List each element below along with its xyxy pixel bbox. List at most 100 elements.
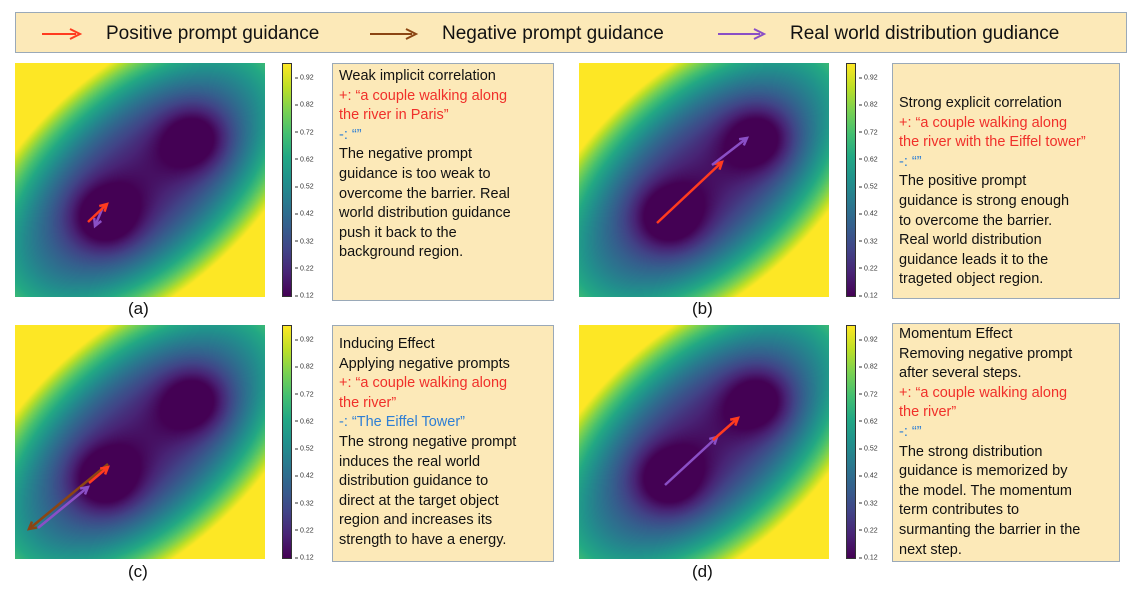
colorbar-tick: 0.22 xyxy=(859,527,878,534)
text-line: the model. The momentum xyxy=(899,482,1073,499)
text-line: guidance leads it to the xyxy=(899,251,1049,268)
text-line: Momentum Effect xyxy=(899,326,1013,342)
guidance-arrow xyxy=(26,463,109,531)
text-line: +: “a couple walking along xyxy=(339,375,508,392)
colorbar-tick: 0.52 xyxy=(859,184,878,191)
text-line: the river with the Eiffel tower” xyxy=(899,134,1086,151)
text-line: -: “” xyxy=(899,153,922,170)
colorbar-tick: 0.62 xyxy=(859,156,878,163)
colorbar-tick: 0.42 xyxy=(295,211,314,218)
colorbar-tick: 0.72 xyxy=(859,391,878,398)
guidance-arrow xyxy=(656,160,724,224)
text-line: region and increases its xyxy=(339,512,493,529)
text-line: Strong explicit correlation xyxy=(899,95,1062,111)
colorbar-tick: 0.52 xyxy=(295,184,314,191)
colorbar-tick: 0.32 xyxy=(295,238,314,245)
guidance-arrow xyxy=(88,465,110,484)
colorbar-tick: 0.32 xyxy=(859,500,878,507)
legend-label: Negative prompt guidance xyxy=(442,22,664,44)
text-line: the river” xyxy=(339,394,397,411)
text-line: to overcome the barrier. xyxy=(899,212,1053,229)
text-line: Inducing Effect xyxy=(339,336,435,352)
text-line: The negative prompt xyxy=(339,146,472,163)
text-line: direct at the target object xyxy=(339,492,499,509)
colorbar-tick: 0.82 xyxy=(859,364,878,371)
colorbar-tick: 0.62 xyxy=(859,418,878,425)
colorbar-tick: 0.52 xyxy=(295,446,314,453)
colorbar-tick: 0.52 xyxy=(859,446,878,453)
colorbar-tick: 0.12 xyxy=(859,555,878,562)
colorbar-tick: 0.72 xyxy=(859,129,878,136)
panel-label: (b) xyxy=(692,299,713,318)
energy-heatmap xyxy=(579,325,829,559)
energy-heatmap xyxy=(15,325,265,559)
panel-label: (a) xyxy=(128,299,149,318)
colorbar-tick: 0.32 xyxy=(295,500,314,507)
colorbar-tick: 0.42 xyxy=(859,473,878,480)
colorbar: 0.92 0.82 0.72 0.62 0.52 0.42 0.32 0.22 0.12 xyxy=(846,63,878,300)
explanation-box: Inducing Effect Applying negative prompts… xyxy=(332,325,554,562)
colorbar-tick: 0.82 xyxy=(295,102,314,109)
legend-negative: Negative prompt guidance xyxy=(368,13,664,54)
colorbar-tick: 0.92 xyxy=(859,75,878,82)
legend-label: Real world distribution gudiance xyxy=(790,22,1060,44)
colorbar-tick: 0.72 xyxy=(295,129,314,136)
text-line: trageted object region. xyxy=(899,271,1044,288)
colorbar-tick: 0.22 xyxy=(295,527,314,534)
legend-positive: Positive prompt guidance xyxy=(40,13,319,54)
text-line: overcome the barrier. Real xyxy=(339,185,510,202)
text-line: the river” xyxy=(899,404,957,421)
colorbar-tick: 0.62 xyxy=(295,418,314,425)
colorbar-tick: 0.32 xyxy=(859,238,878,245)
guidance-arrow xyxy=(37,485,91,529)
text-line: +: “a couple walking along xyxy=(899,114,1068,131)
colorbar: 0.92 0.82 0.72 0.62 0.52 0.42 0.32 0.22 0.12 xyxy=(282,63,314,300)
colorbar-tick: 0.42 xyxy=(295,473,314,480)
colorbar-tick: 0.12 xyxy=(295,293,314,300)
explanation-box: Weak implicit correlation +: “a couple wa… xyxy=(332,63,554,301)
colorbar-tick: 0.22 xyxy=(295,265,314,272)
text-line: The positive prompt xyxy=(899,173,1027,190)
text-line: the river in Paris” xyxy=(339,107,449,124)
colorbar-tick: 0.42 xyxy=(859,211,878,218)
explanation-box: Momentum Effect Removing negative prompt a… xyxy=(892,323,1120,562)
colorbar-tick: 0.92 xyxy=(295,337,314,344)
energy-heatmap xyxy=(15,63,265,297)
colorbar: 0.92 0.82 0.72 0.62 0.52 0.42 0.32 0.22 0.12 xyxy=(846,325,878,562)
text-line: induces the real world xyxy=(339,453,481,470)
text-line: after several steps. xyxy=(899,365,1022,382)
colorbar-tick: 0.82 xyxy=(295,364,314,371)
guidance-arrow xyxy=(711,136,750,166)
red-arrow-icon xyxy=(42,27,83,40)
text-line: The strong distribution xyxy=(899,443,1043,460)
text-line: The strong negative prompt xyxy=(339,433,517,450)
colorbar-tick: 0.92 xyxy=(859,337,878,344)
colorbar-tick: 0.12 xyxy=(295,555,314,562)
energy-heatmap xyxy=(579,63,829,297)
text-line: -: “” xyxy=(899,423,922,440)
colorbar: 0.92 0.82 0.72 0.62 0.52 0.42 0.32 0.22 0.12 xyxy=(282,325,314,562)
purple-arrow-icon xyxy=(718,27,767,40)
text-line: guidance is memorized by xyxy=(899,463,1068,480)
text-line: next step. xyxy=(899,541,962,558)
guidance-arrow xyxy=(664,435,719,486)
text-line: term contributes to xyxy=(899,502,1020,519)
text-line: +: “a couple walking along xyxy=(899,384,1068,401)
guidance-arrow xyxy=(87,202,109,223)
legend: Positive prompt guidance Negative prompt… xyxy=(15,12,1127,53)
panel-label: (d) xyxy=(692,562,713,581)
legend-real-world: Real world distribution gudiance xyxy=(716,13,1059,54)
colorbar-tick: 0.22 xyxy=(859,265,878,272)
text-line: +: “a couple walking along xyxy=(339,87,508,104)
guidance-arrow xyxy=(712,416,740,441)
text-line: -: “The Eiffel Tower” xyxy=(339,414,465,431)
colorbar-tick: 0.92 xyxy=(295,75,314,82)
text-line: strength to have a energy. xyxy=(339,531,507,548)
text-line: push it back to the xyxy=(339,224,457,241)
legend-label: Positive prompt guidance xyxy=(106,22,320,44)
text-line: Real world distribution xyxy=(899,232,1042,249)
text-line: Weak implicit correlation xyxy=(339,68,496,84)
text-line: -: “” xyxy=(339,126,362,143)
text-line: surmanting the barrier in the xyxy=(899,521,1081,538)
explanation-box: Strong explicit correlation +: “a couple … xyxy=(892,63,1120,299)
